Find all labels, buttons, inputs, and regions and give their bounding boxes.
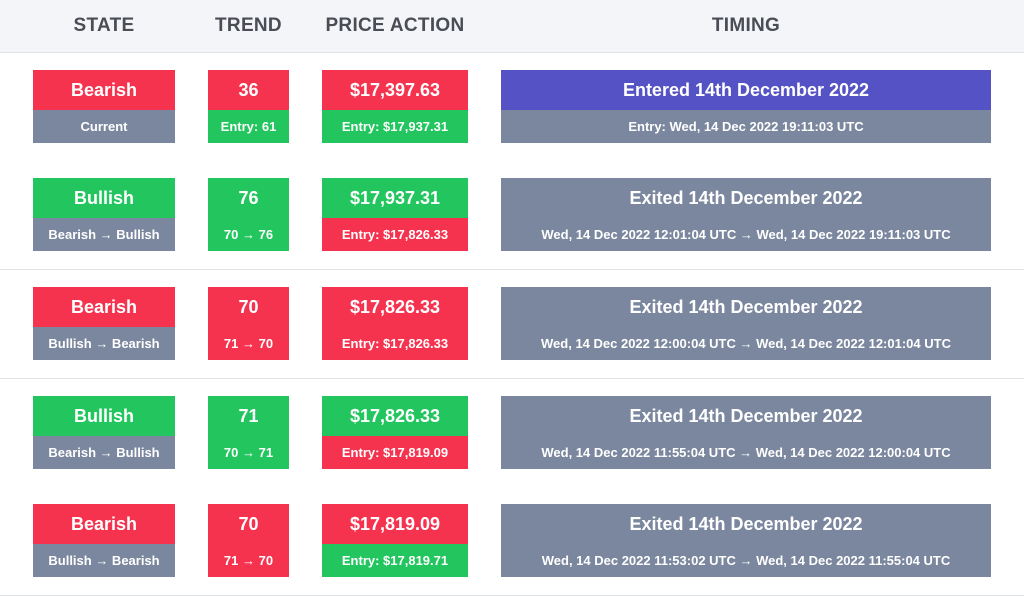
table-row: Bearish Bullish → Bearish 70 71 → 70 $17… xyxy=(0,487,1024,596)
state-transition: Bearish → Bullish xyxy=(33,436,175,469)
state-value: Bearish xyxy=(33,70,175,110)
state-transition: Bullish → Bearish xyxy=(33,544,175,577)
trend-cell: 71 70 → 71 xyxy=(208,396,289,469)
trend-cell: 76 70 → 76 xyxy=(208,178,289,251)
state-cell: Bearish Bullish → Bearish xyxy=(33,287,175,360)
state-cell: Bullish Bearish → Bullish xyxy=(33,396,175,469)
trend-entry: 70 → 71 xyxy=(208,436,289,469)
state-transition: Bullish → Bearish xyxy=(33,327,175,360)
trend-cell: 70 71 → 70 xyxy=(208,287,289,360)
column-header-price-action: PRICE ACTION xyxy=(325,15,465,36)
column-header-trend: TREND xyxy=(215,15,282,36)
price-cell: $17,826.33 Entry: $17,826.33 xyxy=(322,287,468,360)
state-value: Bearish xyxy=(33,504,175,544)
timing-cell: Exited 14th December 2022 Wed, 14 Dec 20… xyxy=(501,504,991,577)
timing-cell: Exited 14th December 2022 Wed, 14 Dec 20… xyxy=(501,396,991,469)
trend-entry: Entry: 61 xyxy=(208,110,289,143)
timing-range: Wed, 14 Dec 2022 11:55:04 UTC → Wed, 14 … xyxy=(501,436,991,469)
price-entry: Entry: $17,937.31 xyxy=(322,110,468,143)
timing-cell: Exited 14th December 2022 Wed, 14 Dec 20… xyxy=(501,178,991,251)
price-value: $17,819.09 xyxy=(322,504,468,544)
table-header: STATE TREND PRICE ACTION TIMING xyxy=(0,0,1024,53)
price-value: $17,937.31 xyxy=(322,178,468,218)
timing-range: Wed, 14 Dec 2022 12:00:04 UTC → Wed, 14 … xyxy=(501,327,991,360)
timing-cell: Entered 14th December 2022 Entry: Wed, 1… xyxy=(501,70,991,143)
table-row: Bullish Bearish → Bullish 71 70 → 71 $17… xyxy=(0,379,1024,488)
state-value: Bullish xyxy=(33,178,175,218)
table-row: Bullish Bearish → Bullish 76 70 → 76 $17… xyxy=(0,161,1024,270)
price-cell: $17,826.33 Entry: $17,819.09 xyxy=(322,396,468,469)
timing-title: Exited 14th December 2022 xyxy=(501,287,991,327)
trend-value: 70 xyxy=(208,504,289,544)
trend-entry: 71 → 70 xyxy=(208,327,289,360)
trend-cell: 36 Entry: 61 xyxy=(208,70,289,143)
state-cell: Bearish Bullish → Bearish xyxy=(33,504,175,577)
timing-title: Entered 14th December 2022 xyxy=(501,70,991,110)
state-cell: Bearish Current xyxy=(33,70,175,143)
timing-title: Exited 14th December 2022 xyxy=(501,396,991,436)
price-value: $17,826.33 xyxy=(322,396,468,436)
state-transition: Current xyxy=(33,110,175,143)
price-cell: $17,397.63 Entry: $17,937.31 xyxy=(322,70,468,143)
timing-title: Exited 14th December 2022 xyxy=(501,178,991,218)
price-cell: $17,937.31 Entry: $17,826.33 xyxy=(322,178,468,251)
timing-range: Entry: Wed, 14 Dec 2022 19:11:03 UTC xyxy=(501,110,991,143)
state-transition: Bearish → Bullish xyxy=(33,218,175,251)
state-value: Bullish xyxy=(33,396,175,436)
state-value: Bearish xyxy=(33,287,175,327)
timing-cell: Exited 14th December 2022 Wed, 14 Dec 20… xyxy=(501,287,991,360)
timing-title: Exited 14th December 2022 xyxy=(501,504,991,544)
price-entry: Entry: $17,826.33 xyxy=(322,327,468,360)
table-row: Bearish Bullish → Bearish 70 71 → 70 $17… xyxy=(0,270,1024,379)
price-value: $17,826.33 xyxy=(322,287,468,327)
trend-value: 76 xyxy=(208,178,289,218)
trend-entry: 70 → 76 xyxy=(208,218,289,251)
price-entry: Entry: $17,819.71 xyxy=(322,544,468,577)
trend-entry: 71 → 70 xyxy=(208,544,289,577)
state-cell: Bullish Bearish → Bullish xyxy=(33,178,175,251)
trend-cell: 70 71 → 70 xyxy=(208,504,289,577)
price-value: $17,397.63 xyxy=(322,70,468,110)
table-row: Bearish Current 36 Entry: 61 $17,397.63 … xyxy=(0,53,1024,162)
column-header-timing: TIMING xyxy=(711,15,781,36)
timing-range: Wed, 14 Dec 2022 11:53:02 UTC → Wed, 14 … xyxy=(501,544,991,577)
trend-value: 36 xyxy=(208,70,289,110)
trend-value: 70 xyxy=(208,287,289,327)
price-cell: $17,819.09 Entry: $17,819.71 xyxy=(322,504,468,577)
column-header-state: STATE xyxy=(73,15,135,36)
price-entry: Entry: $17,826.33 xyxy=(322,218,468,251)
trend-value: 71 xyxy=(208,396,289,436)
price-entry: Entry: $17,819.09 xyxy=(322,436,468,469)
timing-range: Wed, 14 Dec 2022 12:01:04 UTC → Wed, 14 … xyxy=(501,218,991,251)
